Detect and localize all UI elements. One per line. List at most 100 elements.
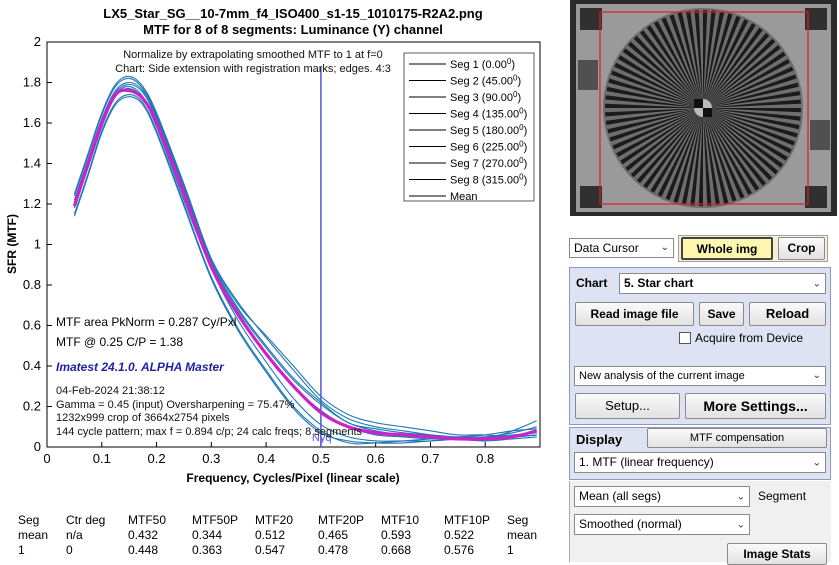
y-tick-label: 0 — [34, 439, 41, 454]
table-row: 1 0 0.448 0.363 0.547 0.478 0.668 0.576 … — [18, 543, 547, 558]
legend-entry: Seg 7 (270.000) — [450, 156, 527, 170]
analysis-select-value: New analysis of the current image — [579, 370, 745, 382]
table-header: MTF10 — [381, 513, 420, 527]
y-tick-label: 2 — [34, 34, 41, 49]
x-tick-label: 0.4 — [257, 451, 275, 466]
more-settings-button[interactable]: More Settings... — [685, 393, 826, 419]
x-tick-label: 0.1 — [93, 451, 111, 466]
chart-info-note: Chart: Side extension with registration … — [115, 63, 391, 75]
analysis-select[interactable]: New analysis of the current image ⌄ — [574, 366, 826, 386]
chart-select[interactable]: 5. Star chart ⌄ — [619, 273, 826, 294]
y-tick-label: 0.8 — [23, 277, 41, 292]
table-cell: 0.593 — [381, 528, 412, 542]
normalize-note: Normalize by extrapolating smoothed MTF … — [123, 49, 383, 61]
chevron-down-icon: ⌄ — [736, 519, 745, 530]
table-cell: 0.547 — [255, 543, 286, 557]
mtf-chart: LX5_Star_SG__10-7mm_f4_ISO400_s1-15_1010… — [5, 6, 541, 485]
table-cell: 1 — [18, 543, 25, 557]
table-cell: mean — [18, 528, 49, 542]
star-chart-image — [570, 0, 837, 216]
table-header: MTF10P — [444, 513, 491, 527]
mtf-at-text: MTF @ 0.25 C/P = 1.38 — [56, 335, 183, 349]
x-axis-label: Frequency, Cycles/Pixel (linear scale) — [186, 471, 399, 485]
display-label: Display — [576, 432, 623, 447]
table-cell: 0.522 — [444, 528, 475, 542]
crop-button[interactable]: Crop — [778, 237, 825, 260]
y-tick-label: 1.2 — [23, 196, 41, 211]
crop-text: 1232x999 crop of 3664x2754 pixels — [56, 412, 230, 424]
gamma-text: Gamma = 0.45 (input) Oversharpening = 75… — [56, 399, 295, 411]
table-cell: 0.576 — [444, 543, 475, 557]
image-thumbnail[interactable] — [570, 0, 837, 216]
table-cell: n/a — [66, 528, 83, 542]
data-cursor-select[interactable]: Data Cursor ⌄ — [569, 238, 674, 258]
version-text: Imatest 24.1.0. ALPHA Master — [56, 360, 225, 374]
x-axis-ticks: 0 0.1 0.2 0.3 0.4 0.5 0.6 0.7 0.8 — [43, 442, 494, 466]
chart-title-line2: MTF for 8 of 8 segments: Luminance (Y) c… — [143, 22, 443, 37]
y-tick-label: 1.4 — [23, 156, 41, 171]
legend-entry: Seg 2 (45.000) — [450, 74, 521, 88]
mtf-compensation-button[interactable]: MTF compensation — [647, 428, 827, 448]
y-tick-label: 0.4 — [23, 358, 41, 373]
mean-segments-select[interactable]: Mean (all segs) ⌄ — [574, 486, 750, 507]
table-cell: 0.448 — [128, 543, 159, 557]
table-cell: 0 — [66, 543, 73, 557]
results-table: Seg Ctr deg MTF50 MTF50P MTF20 MTF20P MT… — [18, 513, 547, 558]
x-tick-label: 0.7 — [421, 451, 439, 466]
chevron-down-icon: ⌄ — [812, 370, 821, 381]
series-lines — [72, 75, 538, 445]
chevron-down-icon: ⌄ — [660, 242, 669, 253]
segment-label: Segment — [758, 489, 807, 503]
read-image-file-button[interactable]: Read image file — [575, 302, 694, 326]
chevron-down-icon: ⌄ — [736, 491, 745, 502]
acquire-checkbox[interactable] — [679, 332, 691, 344]
setup-button[interactable]: Setup... — [575, 393, 680, 419]
table-cell: 0.478 — [318, 543, 349, 557]
table-cell: 0.432 — [128, 528, 159, 542]
reload-button[interactable]: Reload — [749, 302, 826, 326]
table-header: Seg — [507, 513, 529, 527]
x-tick-label: 0 — [43, 451, 50, 466]
legend-entry: Seg 4 (135.000) — [450, 107, 527, 121]
smoothing-value: Smoothed (normal) — [579, 517, 682, 531]
legend-entry: Seg 6 (225.000) — [450, 140, 527, 154]
legend-entry: Seg 5 (180.000) — [450, 123, 527, 137]
table-cell: 0.344 — [192, 528, 223, 542]
table-header: MTF50P — [192, 513, 239, 527]
table-header-row: Seg Ctr deg MTF50 MTF50P MTF20 MTF20P MT… — [18, 513, 547, 528]
table-header: MTF50 — [128, 513, 167, 527]
mtf-area-text: MTF area PkNorm = 0.287 Cy/Pxl — [56, 315, 236, 329]
x-tick-label: 0.6 — [367, 451, 385, 466]
whole-img-button[interactable]: Whole img — [681, 237, 773, 260]
mean-segments-value: Mean (all segs) — [579, 489, 662, 503]
display-select-value: 1. MTF (linear frequency) — [579, 455, 714, 469]
save-button[interactable]: Save — [699, 302, 744, 326]
y-tick-label: 1.8 — [23, 75, 41, 90]
table-cell: 0.363 — [192, 543, 223, 557]
table-header: Seg — [18, 513, 40, 527]
table-header: MTF20 — [255, 513, 294, 527]
series-line-seg-1 — [73, 81, 537, 438]
smoothing-select[interactable]: Smoothed (normal) ⌄ — [574, 514, 750, 535]
legend-entry: Mean — [450, 191, 478, 203]
legend: Seg 1 (0.000) Seg 2 (45.000) Seg 3 (90.000… — [403, 52, 535, 203]
date-text: 04-Feb-2024 21:38:12 — [56, 385, 165, 397]
table-row: mean n/a 0.432 0.344 0.512 0.465 0.593 0… — [18, 528, 547, 543]
x-tick-label: 0.3 — [202, 451, 220, 466]
chevron-down-icon: ⌄ — [812, 457, 821, 468]
x-tick-label: 0.8 — [476, 451, 494, 466]
chevron-down-icon: ⌄ — [812, 278, 821, 289]
pattern-text: 144 cycle pattern; max f = 0.894 c/p; 24… — [56, 426, 363, 438]
legend-entry: Seg 8 (315.000) — [450, 173, 527, 187]
legend-entry: Seg 1 (0.000) — [450, 57, 515, 71]
table-cell: mean — [507, 528, 538, 542]
y-tick-label: 1 — [34, 237, 41, 252]
x-tick-label: 0.2 — [148, 451, 166, 466]
y-tick-label: 0.6 — [23, 318, 41, 333]
chart-title-line1: LX5_Star_SG__10-7mm_f4_ISO400_s1-15_1010… — [103, 6, 482, 21]
acquire-label: Acquire from Device — [695, 331, 804, 345]
data-cursor-value: Data Cursor — [574, 241, 639, 255]
display-select[interactable]: 1. MTF (linear frequency) ⌄ — [574, 452, 826, 473]
table-cell: 0.668 — [381, 543, 412, 557]
chart-label: Chart — [576, 276, 608, 290]
